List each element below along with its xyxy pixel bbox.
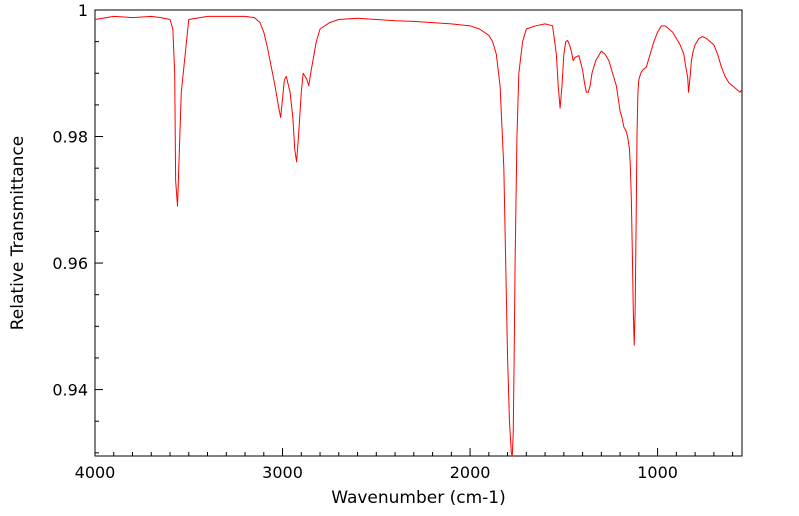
y-tick-label: 1: [78, 1, 88, 20]
x-tick-label: 3000: [262, 463, 303, 482]
plot-area: [94, 9, 743, 457]
x-axis-title: Wavenumber (cm-1): [331, 488, 506, 508]
x-tick-label: 2000: [450, 463, 491, 482]
y-tick-label: 0.98: [52, 128, 88, 147]
y-axis-title: Relative Transmittance: [8, 136, 28, 331]
series-line-0: [94, 15, 743, 457]
y-axis-ticks: 1 0.98 0.96 0.94: [52, 1, 103, 454]
series-layer: [94, 15, 743, 457]
plot-frame: [94, 9, 743, 457]
x-axis-ticks: 4000 3000 2000 1000: [75, 448, 734, 482]
x-tick-label: 4000: [75, 463, 116, 482]
y-tick-label: 0.96: [52, 254, 88, 273]
y-tick-label: 0.94: [52, 381, 88, 400]
x-tick-label: 1000: [637, 463, 678, 482]
